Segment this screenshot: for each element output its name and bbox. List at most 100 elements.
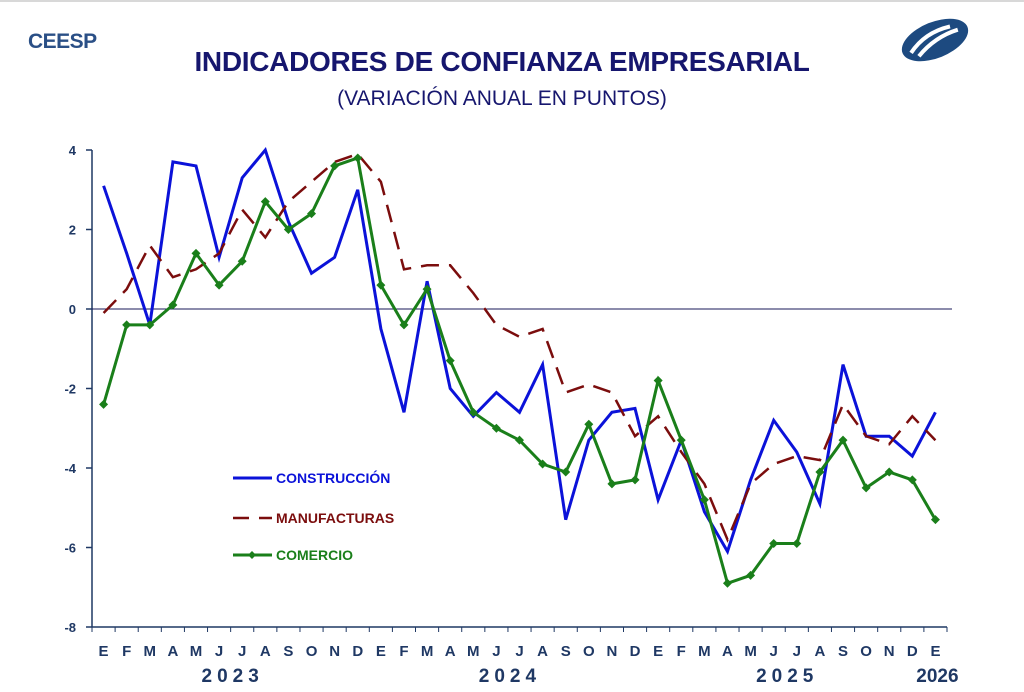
series-group — [99, 146, 940, 588]
data-point — [330, 161, 340, 171]
y-tick-label: -8 — [64, 620, 76, 635]
data-point — [630, 475, 640, 485]
data-point — [353, 153, 363, 163]
series-comercio — [99, 153, 940, 588]
x-tick-label: O — [860, 643, 872, 660]
x-tick-label: F — [122, 643, 131, 660]
legend-marker — [248, 551, 256, 559]
x-tick-label: M — [698, 643, 711, 660]
x-tick-label: J — [215, 643, 223, 660]
x-tick-label: F — [677, 643, 686, 660]
x-tick-label: N — [884, 643, 895, 660]
x-tick-label: O — [306, 643, 318, 660]
data-point — [122, 320, 132, 330]
series-construcción — [102, 146, 937, 556]
data-point — [491, 423, 501, 433]
data-point — [168, 300, 178, 310]
data-point — [676, 435, 686, 445]
legend-item: MANUFACTURAS — [233, 510, 394, 526]
data-point — [191, 248, 201, 258]
x-tick-label: S — [561, 643, 571, 660]
x-tick-label: A — [722, 643, 733, 660]
data-point — [722, 578, 732, 588]
x-tick-label: M — [421, 643, 434, 660]
x-tick-label: A — [260, 643, 271, 660]
x-tick-label: A — [814, 643, 825, 660]
data-point — [445, 356, 455, 366]
y-tick-label: 2 — [69, 223, 76, 238]
x-tick-label: A — [167, 643, 178, 660]
y-tick-label: 0 — [69, 302, 76, 317]
x-tick-label: J — [793, 643, 801, 660]
data-point — [907, 475, 917, 485]
y-tick-label: -4 — [64, 461, 76, 476]
axes: 420-2-4-6-8E F M A M J J A S O N D E F M A M J J A S O N D E F M A M… — [64, 143, 958, 687]
x-tick-label: F — [399, 643, 408, 660]
data-point — [145, 320, 155, 330]
legend-item: CONSTRUCCIÓN — [233, 469, 390, 486]
y-tick-label: 4 — [69, 143, 77, 158]
x-tick-label: M — [744, 643, 757, 660]
data-point — [861, 483, 871, 493]
data-point — [746, 570, 756, 580]
x-tick-label: A — [537, 643, 548, 660]
data-point — [307, 209, 317, 219]
x-tick-label: J — [492, 643, 500, 660]
year-label: 2025 — [756, 666, 818, 687]
x-tick-label: S — [838, 643, 848, 660]
x-tick-label: D — [907, 643, 918, 660]
x-tick-label: E — [930, 643, 940, 660]
data-point — [584, 419, 594, 429]
data-point — [884, 467, 894, 477]
x-tick-label: E — [376, 643, 386, 660]
data-point — [930, 515, 940, 525]
x-tick-label: J — [238, 643, 246, 660]
x-tick-label: N — [329, 643, 340, 660]
legend-label: CONSTRUCCIÓN — [276, 469, 390, 486]
year-label: 2024 — [479, 666, 541, 687]
data-point — [468, 407, 478, 417]
legend-item: COMERCIO — [233, 547, 353, 563]
x-tick-label: A — [445, 643, 456, 660]
x-tick-label: D — [352, 643, 363, 660]
x-tick-label: S — [283, 643, 293, 660]
legend-label: MANUFACTURAS — [276, 510, 394, 526]
data-point — [399, 320, 409, 330]
x-tick-label: N — [607, 643, 618, 660]
data-point — [214, 280, 224, 290]
x-tick-label: E — [653, 643, 663, 660]
data-point — [283, 225, 293, 234]
y-tick-label: -2 — [64, 382, 76, 397]
y-tick-label: -6 — [64, 541, 76, 556]
legend-label: COMERCIO — [276, 547, 353, 563]
data-point — [422, 284, 432, 294]
data-point — [515, 435, 524, 445]
data-point — [815, 467, 825, 477]
x-tick-label: M — [190, 643, 203, 660]
x-tick-label: E — [99, 643, 109, 660]
data-point — [376, 280, 386, 290]
data-point — [838, 435, 848, 445]
x-tick-label: M — [144, 643, 157, 660]
legend: CONSTRUCCIÓN MANUFACTURAS COMERCIO — [233, 469, 394, 563]
data-point — [792, 539, 802, 549]
x-tick-label: M — [467, 643, 480, 660]
x-tick-label: J — [770, 643, 778, 660]
brand-name: CEESP — [28, 30, 97, 53]
data-point — [699, 495, 709, 505]
data-point — [99, 399, 109, 409]
year-label: 2023 — [202, 666, 264, 687]
x-tick-label: O — [583, 643, 595, 660]
chart-subtitle: (VARIACIÓN ANUAL EN PUNTOS) — [337, 87, 667, 110]
data-point — [607, 479, 617, 489]
ceesp-logo-icon — [898, 17, 972, 68]
data-point — [260, 197, 270, 207]
data-point — [561, 467, 571, 477]
data-point — [653, 376, 663, 386]
data-point — [769, 539, 779, 549]
data-point — [237, 256, 247, 266]
x-tick-label: J — [515, 643, 523, 660]
series-line — [102, 146, 937, 556]
year-label: 2026 — [916, 666, 958, 687]
